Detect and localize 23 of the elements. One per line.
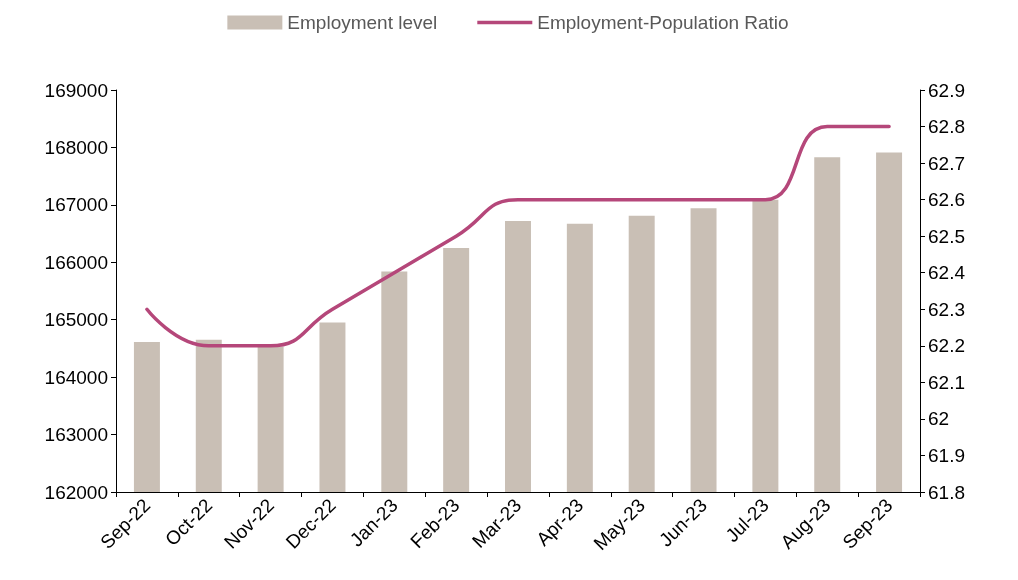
y2-tick-label: 62.5 — [928, 225, 965, 247]
y-tick-label: 167000 — [44, 194, 108, 216]
legend-label: Employment level — [287, 12, 438, 33]
y2-tick-label: 62 — [928, 408, 950, 430]
y-tick-label: 169000 — [44, 79, 108, 101]
y-tick-label: 165000 — [44, 309, 108, 331]
y2-tick-label: 61.8 — [928, 481, 965, 503]
y2-tick-label: 62.9 — [928, 79, 965, 101]
y2-tick-label: 62.6 — [928, 189, 965, 211]
y-tick-label: 164000 — [44, 366, 108, 388]
y2-tick-label: 62.7 — [928, 152, 965, 174]
y2-tick-label: 62.4 — [928, 262, 966, 284]
line-series — [145, 124, 891, 348]
y-tick-label: 168000 — [44, 136, 108, 158]
legend-label: Employment-Population Ratio — [537, 12, 789, 33]
y-tick-label: 162000 — [44, 481, 108, 503]
y2-tick-label: 61.9 — [928, 444, 965, 466]
y2-tick-label: 62.2 — [928, 335, 965, 357]
y2-tick-label: 62.1 — [928, 371, 965, 393]
y2-tick-label: 62.8 — [928, 116, 965, 138]
y2-tick-label: 62.3 — [928, 298, 965, 320]
y-tick-label: 163000 — [44, 424, 108, 446]
y-tick-label: 166000 — [44, 251, 108, 273]
